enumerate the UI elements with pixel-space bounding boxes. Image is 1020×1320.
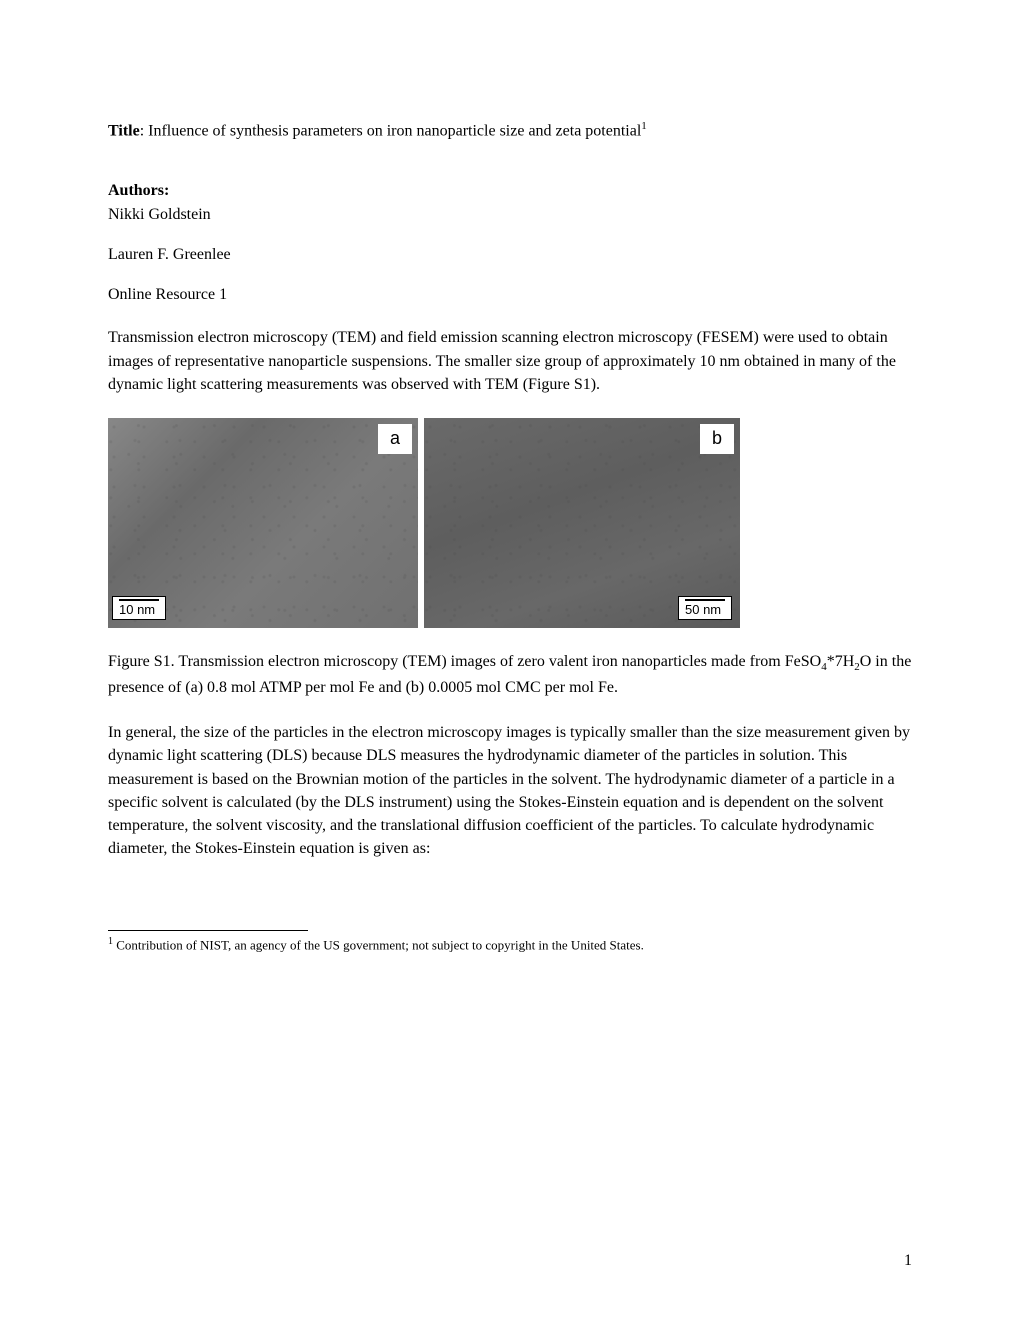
page-number: 1 [904,1252,912,1270]
scale-bar-b: 50 nm [678,596,732,620]
footnote-text: Contribution of NIST, an agency of the U… [113,938,644,953]
paragraph-1: Transmission electron microscopy (TEM) a… [108,326,912,396]
scale-text-a: 10 nm [119,602,155,617]
authors-label-text: Authors [108,182,164,199]
footnote-divider [108,930,308,931]
author-name: Nikki Goldstein [108,206,912,224]
figure-panel-a: a 10 nm [108,418,418,628]
scale-line-icon [685,599,725,601]
title-footnote-ref: 1 [641,120,647,132]
figure-caption: Figure S1. Transmission electron microsc… [108,650,912,699]
scale-line-icon [119,599,159,601]
authors-label: Authors: [108,182,912,200]
title-label: Title [108,122,140,139]
caption-mid1: *7H [827,653,855,670]
author-name: Lauren F. Greenlee [108,246,912,264]
title-text: : Influence of synthesis parameters on i… [140,122,642,139]
figure-s1: a 10 nm b 50 nm [108,418,912,628]
scale-bar-a: 10 nm [112,596,166,620]
figure-panel-b: b 50 nm [424,418,740,628]
scale-text-b: 50 nm [685,602,721,617]
panel-label-b: b [700,424,734,454]
title-line: Title: Influence of synthesis parameters… [108,120,912,140]
resource-heading: Online Resource 1 [108,286,912,304]
footnote: 1 Contribution of NIST, an agency of the… [108,935,912,954]
paragraph-2: In general, the size of the particles in… [108,721,912,860]
caption-prefix: Figure S1. Transmission electron microsc… [108,653,821,670]
panel-label-a: a [378,424,412,454]
